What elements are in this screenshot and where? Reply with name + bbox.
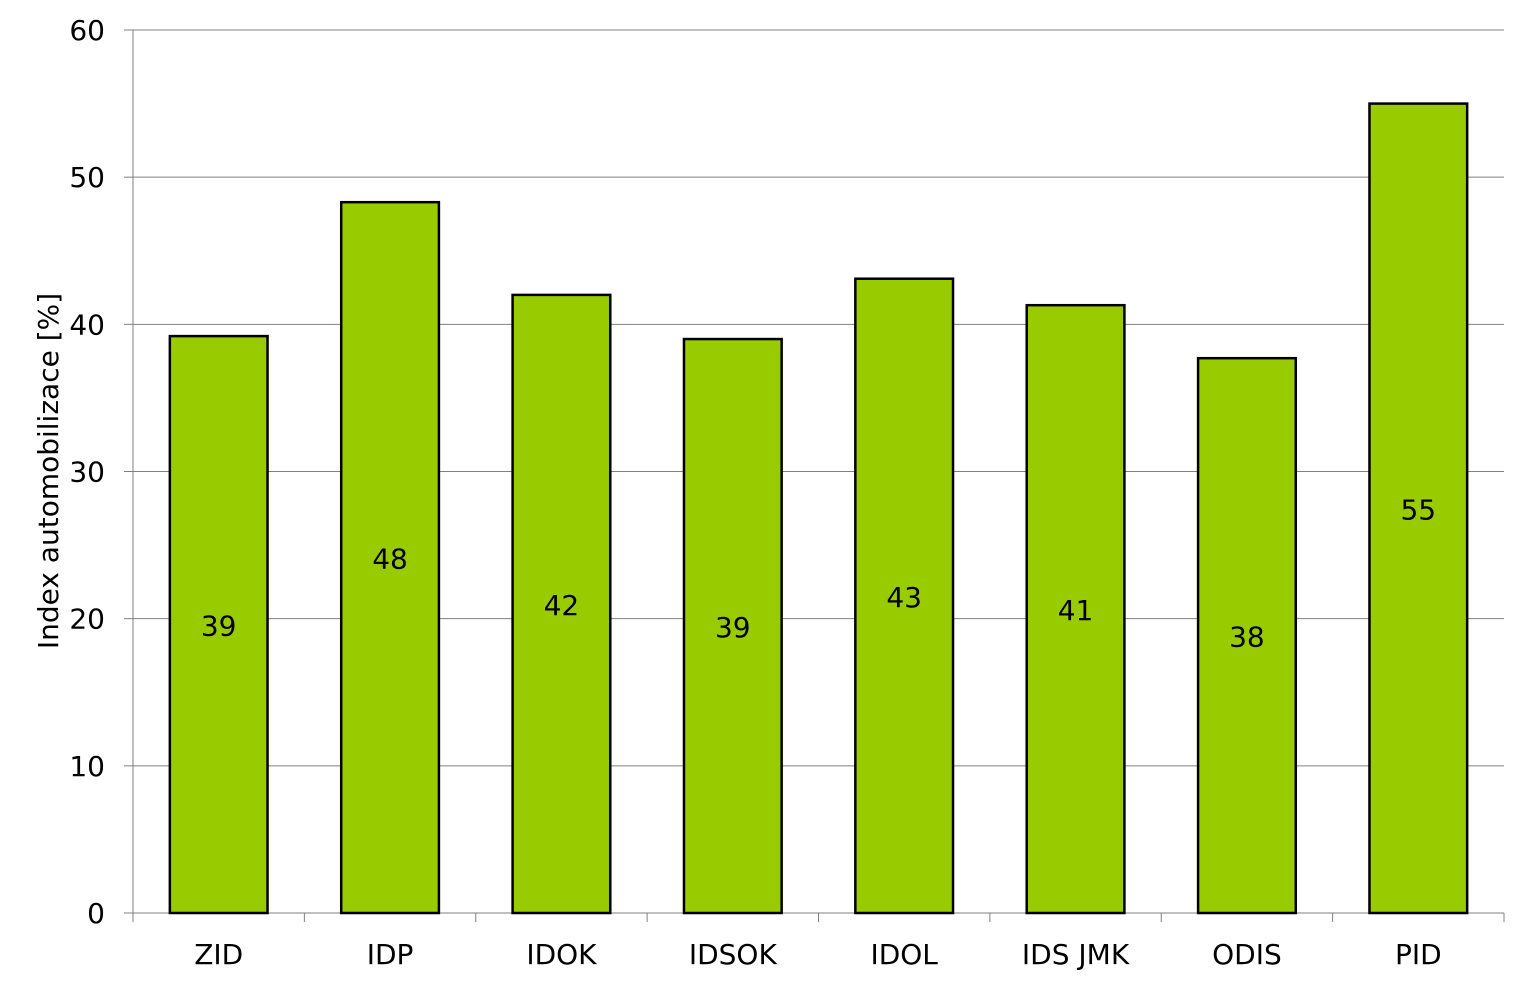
bar-zid xyxy=(168,334,269,915)
x-tick-label: IDOK xyxy=(526,938,597,971)
data-label: 41 xyxy=(1058,594,1094,627)
y-tick-label: 20 xyxy=(69,603,105,636)
bar-idok xyxy=(511,293,612,915)
data-label: 39 xyxy=(201,610,237,643)
data-label: 39 xyxy=(715,611,751,644)
data-label: 42 xyxy=(544,589,580,622)
x-tick-label: IDS JMK xyxy=(1022,938,1130,971)
y-axis-title: Index automobilizace [%] xyxy=(32,293,65,649)
x-tick-label: PID xyxy=(1395,938,1442,971)
x-tick-label: IDSOK xyxy=(689,938,778,971)
gridlines xyxy=(133,29,1504,767)
data-label: 38 xyxy=(1229,621,1265,654)
bars xyxy=(168,102,1469,915)
y-tick-label: 50 xyxy=(69,161,105,194)
y-tick-label: 60 xyxy=(69,14,105,47)
bar-idol xyxy=(854,277,955,915)
y-tick-label: 40 xyxy=(69,308,105,341)
bar-odis xyxy=(1196,356,1298,915)
y-tick-label: 0 xyxy=(87,897,105,930)
x-tick-label: ODIS xyxy=(1212,938,1282,971)
y-tick-label: 30 xyxy=(69,456,105,489)
data-label: 55 xyxy=(1400,493,1436,526)
x-tick-label: IDOL xyxy=(870,938,938,971)
data-labels: 39 48 42 39 43 41 38 55 xyxy=(201,493,1436,653)
x-tick-label: IDP xyxy=(367,938,414,971)
bar-ids-jmk xyxy=(1025,303,1126,915)
y-tick-label: 10 xyxy=(69,750,105,783)
bar-pid xyxy=(1368,102,1469,915)
x-tick-label: ZID xyxy=(194,938,243,971)
bar-idp xyxy=(339,200,441,915)
data-label: 48 xyxy=(372,543,408,576)
data-label: 43 xyxy=(886,581,922,614)
tick-labels: 0 10 20 30 40 50 60 ZID IDP IDOK IDSOK IDOL IDS JMK O… xyxy=(69,14,1441,971)
bar-idsok xyxy=(682,337,783,915)
